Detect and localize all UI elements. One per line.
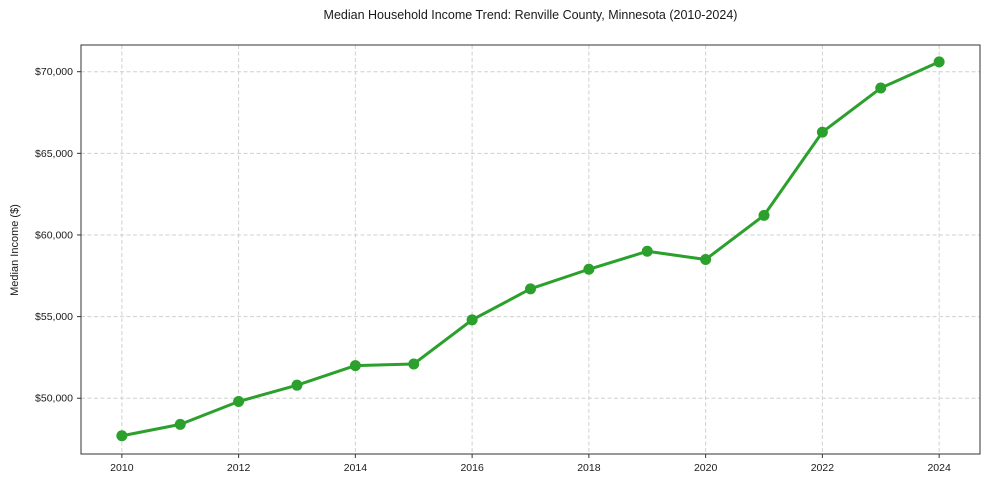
data-point-2012 [233, 396, 245, 408]
data-point-2011 [174, 418, 186, 430]
x-tick-label: 2020 [694, 462, 718, 474]
y-tick-label: $70,000 [35, 66, 73, 78]
y-tick-label: $55,000 [35, 311, 73, 323]
chart-title: Median Household Income Trend: Renville … [323, 8, 738, 22]
trend-line [120, 60, 941, 438]
x-tick-label: 2024 [927, 462, 951, 474]
data-point-2010 [116, 430, 128, 442]
data-point-2022 [816, 126, 828, 138]
data-point-2017 [525, 283, 536, 295]
data-point-2021 [758, 209, 770, 221]
x-tick-label: 2012 [227, 462, 251, 474]
data-point-2013 [291, 379, 303, 391]
data-point-2023 [875, 82, 887, 94]
x-tick-label: 2010 [110, 462, 134, 474]
x-tick-label: 2014 [344, 462, 368, 474]
plot-border [80, 44, 981, 455]
data-point-2019 [641, 245, 653, 257]
y-tick-label: $50,000 [35, 393, 73, 405]
data-point-2015 [408, 358, 420, 370]
data-point-2020 [700, 253, 712, 265]
y-tick-label: $60,000 [35, 229, 73, 241]
data-point-2024 [933, 56, 945, 68]
y-tick-label: $65,000 [35, 148, 73, 160]
x-tick-label: 2018 [577, 462, 601, 474]
data-point-2016 [466, 314, 478, 326]
data-point-2014 [349, 360, 361, 372]
data-point-2018 [583, 263, 595, 275]
x-tick-label: 2016 [460, 462, 484, 474]
x-tick-label: 2022 [811, 462, 835, 474]
